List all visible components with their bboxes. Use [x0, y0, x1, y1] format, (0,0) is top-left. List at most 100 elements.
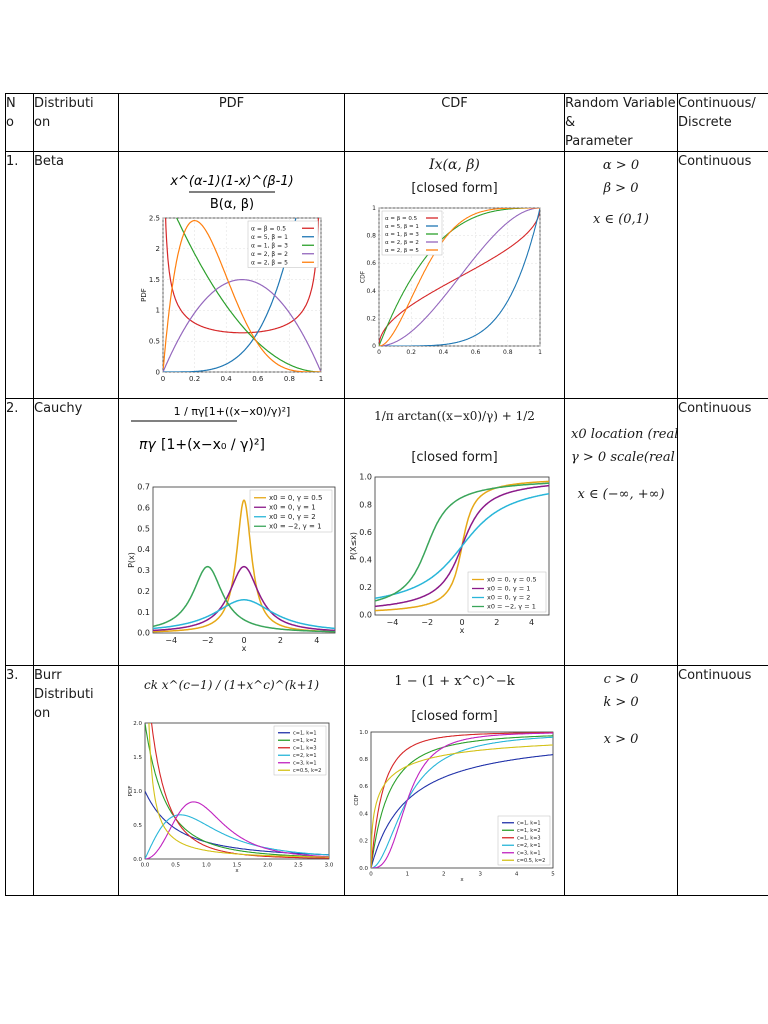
- x-tick-label: 3: [478, 872, 482, 878]
- y-tick-label: 1.0: [359, 473, 372, 482]
- x-axis-label: x: [235, 868, 239, 874]
- legend-label: c=1, k=1: [293, 730, 317, 736]
- series-line: [163, 279, 321, 372]
- distribution-table: N o Distributi on PDF CDF Random Variabl…: [5, 93, 768, 896]
- y-axis-label: PDF: [128, 786, 134, 797]
- series-line: [379, 208, 540, 346]
- y-tick-label: 1: [372, 205, 376, 212]
- pdf-formula: ck x^(c−1) / (1+x^c)^(k+1): [143, 678, 320, 692]
- y-tick-label: 0.4: [366, 288, 376, 295]
- series-line: [375, 482, 549, 602]
- y-tick-label: 0.5: [137, 524, 150, 533]
- x-tick-label: 4: [529, 618, 534, 627]
- header-random-variable: Random Variable & Parameter: [564, 93, 678, 152]
- y-tick-label: 0.8: [366, 233, 376, 240]
- y-tick-label: 0: [372, 343, 376, 350]
- param-3: x ∈ (−∞, +∞): [577, 487, 665, 502]
- y-tick-label: 1.5: [149, 276, 160, 284]
- pdf-formula: x^(α-1)(1-x)^(β-1) B(α, β): [169, 174, 293, 212]
- legend-label: α = β = 0.5: [385, 216, 418, 222]
- x-tick-label: 2.0: [263, 863, 272, 869]
- y-tick-label: 0: [156, 368, 160, 376]
- legend-box: [467, 571, 547, 613]
- legend-label: c=3, k=1: [293, 760, 317, 766]
- cdf-closed-form-note: [closed form]: [411, 450, 498, 465]
- cdf-cell: 1 − (1 + x^c)^−k [closed form] 0 1 2 3 4 5 0.0…: [344, 665, 565, 896]
- cauchy-cdf-chart: −4 −2 0 2 4 0.0 0.2 0.4 0.6 0.8 1.0 P(X≤x) x x0 = 0, …: [349, 473, 550, 635]
- legend-label: c=0.5, k=2: [517, 858, 545, 864]
- cdf-closed-form-note: [closed form]: [411, 181, 498, 196]
- row-type: Continuous: [677, 151, 768, 399]
- x-axis-label: x: [460, 626, 465, 635]
- y-axis-label: CDF: [354, 794, 360, 805]
- row-no: 3.: [5, 665, 34, 896]
- legend-label: c=2, k=1: [293, 753, 317, 759]
- header-continuous: Continuous/ Discrete: [677, 93, 768, 152]
- legend-label: x0 = 0, γ = 2: [269, 513, 316, 521]
- x-tick-label: 0: [161, 375, 165, 383]
- pdf-formula: 1 / πγ[1+((x−x0)/γ)²] πγ [1+(x−x₀ / γ)²]: [131, 405, 291, 453]
- x-tick-label: 0: [241, 636, 246, 645]
- x-tick-label: 4: [515, 872, 519, 878]
- legend-label: α = 5, β = 1: [251, 234, 288, 241]
- legend-label: x0 = 0, γ = 1: [269, 504, 316, 512]
- y-tick-label: 0.6: [359, 528, 372, 537]
- param-2: k > 0: [603, 695, 639, 710]
- legend-label: c=1, k=3: [293, 745, 317, 751]
- row-name: Beta: [33, 151, 119, 399]
- param-1: α > 0: [602, 158, 640, 173]
- params-cell: x0 location (real) γ > 0 scale(real x ∈ …: [564, 398, 678, 666]
- series-line: [371, 736, 553, 868]
- x-tick-label: 0.2: [406, 349, 416, 356]
- y-tick-label: 1.0: [133, 789, 142, 795]
- pdf-formula-text: 1 / πγ[1+((x−x0)/γ)²]: [174, 405, 291, 418]
- y-tick-label: 0.5: [133, 823, 142, 829]
- series-line: [148, 723, 329, 858]
- legend-label: α = 1, β = 3: [251, 242, 288, 249]
- series-line: [145, 791, 329, 856]
- pdf-formula-numerator: x^(α-1)(1-x)^(β-1): [169, 174, 293, 189]
- y-tick-label: 0.4: [137, 545, 150, 554]
- series-line: [153, 565, 335, 632]
- x-tick-label: 0.0: [141, 863, 150, 869]
- x-tick-label: 0.8: [503, 349, 513, 356]
- x-tick-label: −4: [165, 636, 177, 645]
- legend-label: c=1, k=1: [517, 820, 541, 826]
- y-tick-label: 0.8: [359, 757, 368, 763]
- x-tick-label: 1.0: [202, 863, 211, 869]
- x-tick-label: 1: [538, 349, 542, 356]
- legend-label: c=3, k=1: [517, 850, 541, 856]
- y-tick-label: 0.6: [137, 504, 150, 513]
- y-tick-label: 0.5: [149, 338, 160, 346]
- x-tick-label: 0.6: [252, 375, 264, 383]
- series-line: [371, 744, 553, 868]
- y-tick-label: 0.0: [133, 857, 142, 863]
- legend-label: x0 = 0, γ = 2: [487, 594, 530, 602]
- header-cdf: CDF: [344, 93, 565, 152]
- x-tick-label: 0.4: [221, 375, 233, 383]
- x-tick-label: 0.8: [284, 375, 295, 383]
- cdf-cell: Ix(α, β) [closed form] 0 0.2 0.4 0.6 0.8 1 0 0.…: [344, 151, 565, 399]
- y-tick-label: 0.2: [359, 583, 372, 592]
- x-tick-label: 0.5: [171, 863, 180, 869]
- legend-label: x0 = −2, γ = 1: [487, 603, 536, 611]
- header-row: N o Distributi on PDF CDF Random Variabl…: [5, 93, 768, 152]
- param-1: x0 location (real): [571, 427, 678, 442]
- y-tick-label: 0.0: [137, 629, 150, 638]
- header-pdf: PDF: [118, 93, 345, 152]
- series-line: [371, 732, 553, 868]
- cdf-formula: 1/π arctan((x−x0)/γ) + 1/2: [374, 409, 535, 423]
- table-row: 1. Beta x^(α-1)(1-x)^(β-1) B(α, β) 0 0.2 0…: [5, 151, 768, 399]
- y-tick-label: 0.2: [137, 587, 150, 596]
- x-tick-label: 1: [319, 375, 323, 383]
- x-tick-label: 0: [369, 872, 373, 878]
- series-line: [145, 801, 329, 859]
- series-line: [371, 754, 553, 868]
- legend-label: c=1, k=2: [293, 738, 317, 744]
- x-tick-label: 3.0: [325, 863, 334, 869]
- x-tick-label: 0.2: [189, 375, 200, 383]
- y-axis-label: CDF: [360, 270, 367, 283]
- burr-pdf-chart: 0.0 0.5 1.0 1.5 2.0 2.5 3.0 0.0 0.5 1.0 1.5 2.0 PDF x…: [128, 721, 334, 874]
- legend-box: [249, 489, 333, 533]
- legend-label: α = 2, β = 2: [251, 251, 288, 258]
